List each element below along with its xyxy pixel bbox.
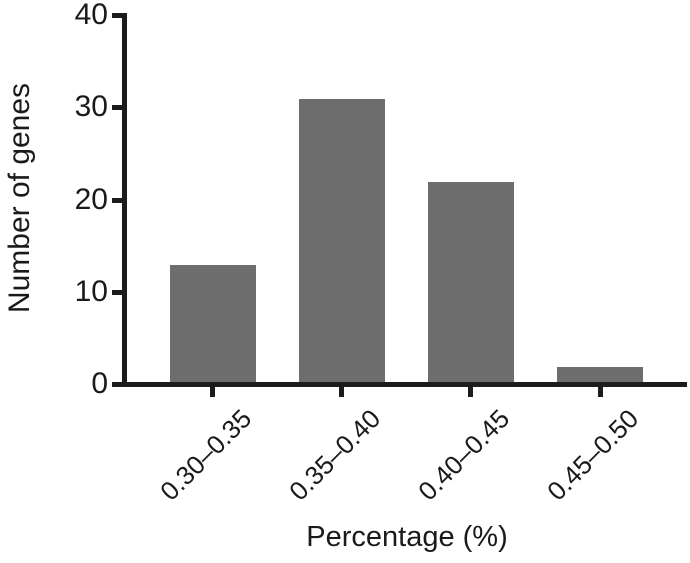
y-tick-mark bbox=[112, 289, 122, 295]
x-tick-mark bbox=[339, 387, 345, 397]
x-axis-title: Percentage (%) bbox=[306, 521, 508, 553]
x-tick-label: 0.45–0.50 bbox=[541, 403, 645, 507]
y-tick-label: 0 bbox=[91, 367, 108, 400]
y-tick-label: 40 bbox=[74, 0, 108, 31]
y-tick-mark bbox=[112, 382, 122, 387]
x-tick-mark bbox=[210, 387, 215, 397]
x-tick-mark bbox=[468, 387, 474, 397]
x-tick-label: 0.35–0.40 bbox=[283, 403, 387, 507]
bar bbox=[169, 265, 256, 385]
x-axis-line bbox=[112, 382, 687, 387]
x-tick-mark bbox=[597, 387, 603, 397]
y-tick-label: 30 bbox=[74, 90, 108, 124]
bar bbox=[557, 366, 644, 385]
bar bbox=[427, 182, 514, 385]
y-tick-mark bbox=[112, 13, 122, 18]
y-axis-line bbox=[122, 13, 127, 387]
y-axis-title: Number of genes bbox=[3, 82, 36, 314]
y-tick-label: 20 bbox=[74, 182, 108, 216]
x-tick-label: 0.40–0.45 bbox=[412, 403, 516, 507]
y-tick-mark bbox=[112, 105, 122, 111]
y-tick-mark bbox=[112, 197, 122, 203]
y-tick-label: 10 bbox=[74, 274, 108, 308]
x-tick-label: 0.30–0.35 bbox=[154, 403, 258, 507]
bar bbox=[298, 99, 385, 385]
